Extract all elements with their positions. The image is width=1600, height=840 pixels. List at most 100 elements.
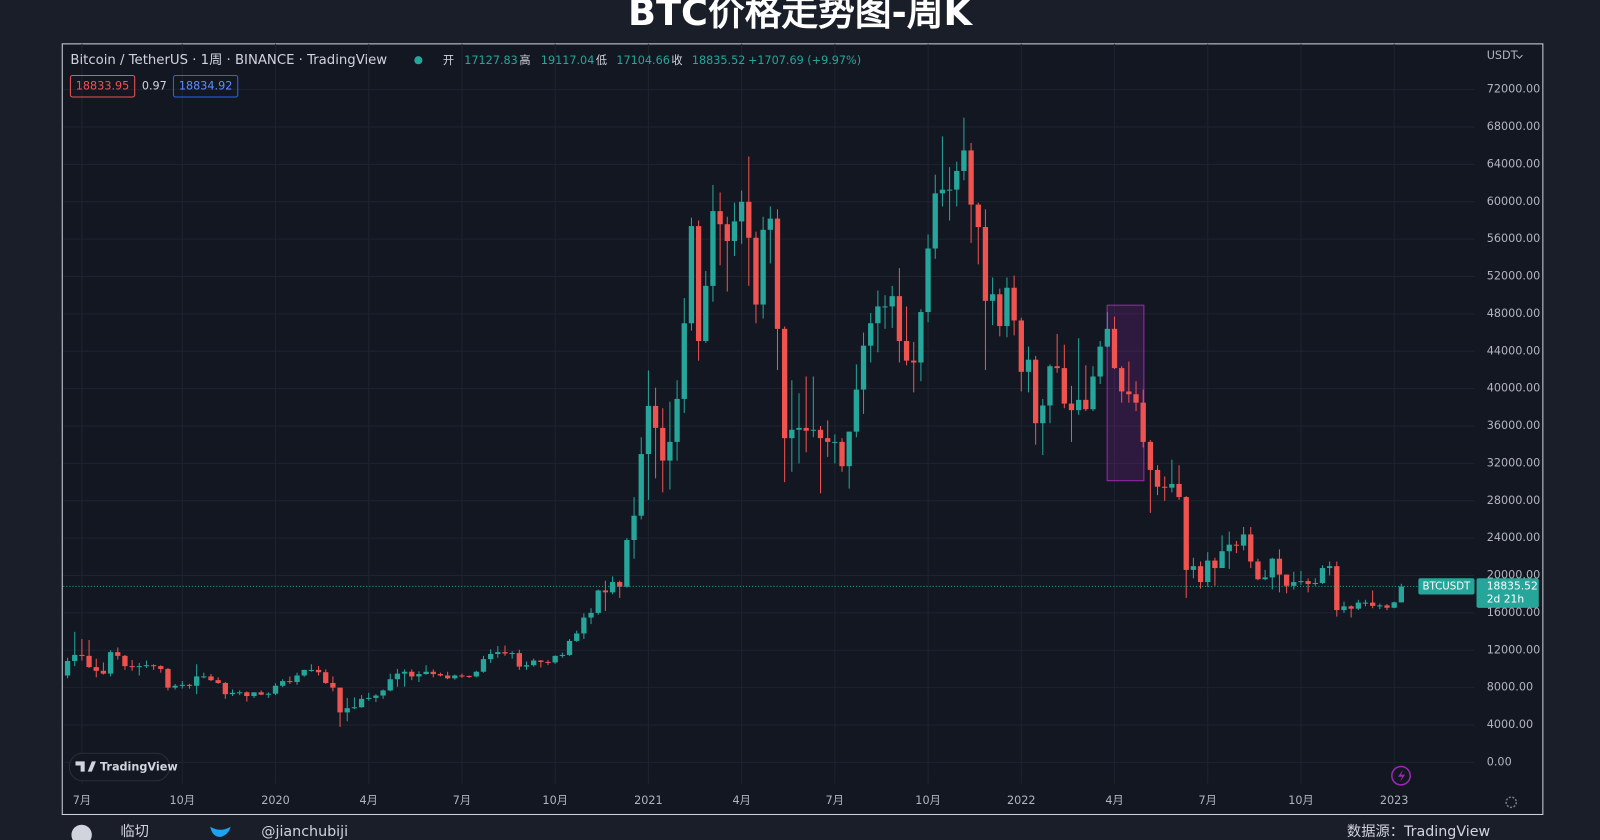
candle-body <box>502 652 508 654</box>
candle-body <box>932 193 938 249</box>
ask-box <box>172 75 239 98</box>
candle-body <box>839 441 845 467</box>
y-tick-label: 24000.00 <box>1487 531 1541 544</box>
candle-body <box>817 429 824 439</box>
candle-body <box>853 389 860 432</box>
y-tick-label: 60000.00 <box>1487 195 1541 208</box>
candle-body <box>1362 602 1369 604</box>
candle-body <box>724 224 730 242</box>
candle-body <box>552 655 558 663</box>
candle-body <box>1219 551 1225 569</box>
candle-body <box>710 211 716 286</box>
candle-body <box>595 590 601 613</box>
candle-body <box>366 697 372 699</box>
candle-body <box>401 671 408 674</box>
candle-body <box>925 248 931 313</box>
close-label: 收 <box>671 53 682 67</box>
candle-body <box>1283 574 1290 586</box>
candle-body <box>617 582 623 587</box>
candle-body <box>717 211 723 225</box>
candle-body <box>652 405 659 428</box>
candle-body <box>93 667 99 671</box>
candle-body <box>79 654 85 656</box>
open-value: 17127.83 <box>464 54 518 67</box>
candle-body <box>954 170 960 190</box>
close-value: 18835.52 <box>692 54 746 67</box>
candle-body <box>1025 359 1032 372</box>
y-tick-label: 64000.00 <box>1487 157 1541 170</box>
candle-body <box>330 682 336 688</box>
candle-body <box>351 707 358 709</box>
candle-body <box>1291 582 1297 586</box>
x-tick-label: 7月 <box>73 794 91 807</box>
y-tick-label: 52000.00 <box>1487 270 1541 283</box>
candle-body <box>1154 469 1161 487</box>
candle-body <box>581 617 587 634</box>
candle-body <box>832 441 838 443</box>
x-tick-label: 7月 <box>1199 794 1217 807</box>
footer-source: 数据源：TradingView <box>1347 823 1491 840</box>
candle-body <box>566 640 573 655</box>
candle-body <box>738 201 745 222</box>
candle-body <box>1355 602 1361 609</box>
candle-body <box>272 685 279 694</box>
candle-body <box>638 454 644 516</box>
y-tick-label: 40000.00 <box>1487 382 1541 395</box>
candle-body <box>172 685 178 688</box>
candle-body <box>868 323 874 346</box>
bid-box <box>69 75 136 98</box>
candle-body <box>301 669 307 676</box>
candle-body <box>846 431 852 467</box>
avatar <box>71 824 92 840</box>
candle-body <box>746 201 752 238</box>
alert-bolt <box>1397 769 1406 782</box>
candle-body <box>237 692 243 694</box>
currency-chevron <box>1515 54 1523 59</box>
candle-body <box>774 218 781 329</box>
candle-body <box>1076 399 1082 411</box>
candle-body <box>574 633 580 641</box>
candle-body <box>1298 581 1304 583</box>
x-tick-label: 2023 <box>1380 794 1409 807</box>
candle-body <box>1305 581 1311 584</box>
candle-body <box>753 237 759 305</box>
y-tick-label: 56000.00 <box>1487 232 1541 245</box>
candle-body <box>416 674 422 677</box>
candle-body <box>444 675 451 679</box>
candle-body <box>344 708 350 713</box>
x-tick-label: 10月 <box>170 794 195 807</box>
candle-body <box>1212 560 1218 569</box>
candle-body <box>660 427 666 461</box>
candle-body <box>129 666 135 668</box>
candle-body <box>975 204 981 228</box>
candle-body <box>64 661 71 676</box>
candle-body <box>674 398 680 442</box>
last-price: 18835.52 <box>1487 579 1538 592</box>
candle-body <box>1384 605 1390 608</box>
footer-handle: @jianchubiji <box>261 824 348 840</box>
candle-body <box>1126 391 1132 395</box>
y-tick-label: 8000.00 <box>1487 681 1533 694</box>
y-tick-label: 12000.00 <box>1487 643 1541 656</box>
candle-body <box>1018 320 1024 372</box>
candle-body <box>201 676 207 678</box>
price-box <box>1476 578 1539 608</box>
candle-body <box>1190 566 1197 570</box>
currency: USDT <box>1487 49 1518 62</box>
candle-body <box>394 673 401 680</box>
candle-body <box>968 150 974 205</box>
y-tick-label: 4000.00 <box>1487 718 1533 731</box>
low-value: 17104.66 <box>616 54 670 67</box>
candle-body <box>509 653 515 655</box>
change: +1707.69 (+9.97%) <box>748 54 861 67</box>
candle-body <box>1162 486 1168 488</box>
ask: 18834.92 <box>179 80 233 93</box>
status-dot <box>414 56 423 65</box>
candle-body <box>136 666 142 668</box>
high-label: 高 <box>519 53 530 67</box>
y-tick-label: 0.00 <box>1487 755 1512 768</box>
settings-icon[interactable] <box>1505 796 1518 809</box>
x-tick-label: 4月 <box>732 794 750 807</box>
candle-body <box>645 405 652 455</box>
